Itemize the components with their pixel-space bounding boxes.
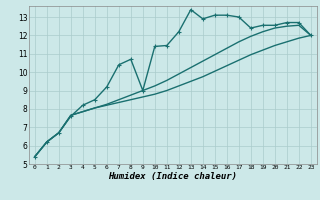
X-axis label: Humidex (Indice chaleur): Humidex (Indice chaleur) [108,172,237,181]
